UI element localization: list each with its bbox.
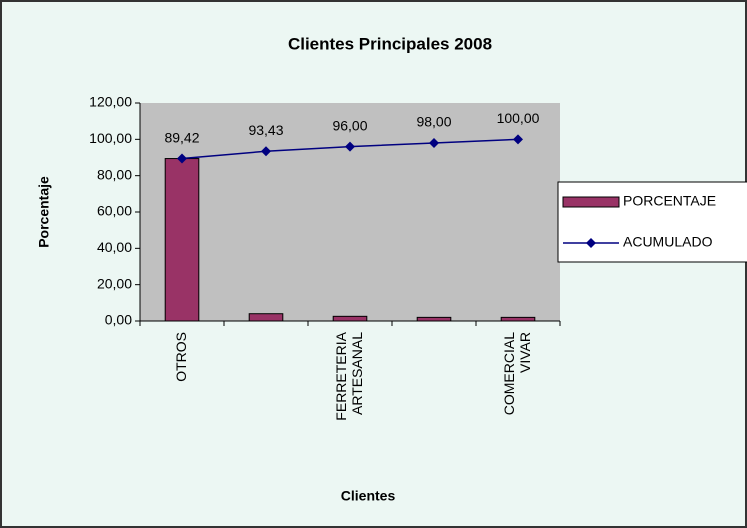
marker xyxy=(345,141,355,152)
marker xyxy=(261,146,271,157)
y-tick-label: 100,00 xyxy=(89,130,132,146)
x-tick-label: FERRETERIAARTESANAL xyxy=(333,331,365,420)
y-tick-label: 120,00 xyxy=(89,94,132,110)
marker xyxy=(429,137,439,148)
plot-area xyxy=(140,103,560,321)
y-tick-label: 20,00 xyxy=(97,275,132,291)
bar xyxy=(248,313,284,322)
chart-title: Clientes Principales 2008 xyxy=(288,34,492,53)
y-tick-label: 40,00 xyxy=(97,239,132,255)
bar xyxy=(164,158,200,322)
legend-label: PORCENTAJE xyxy=(623,193,716,209)
legend-label: ACUMULADO xyxy=(623,234,713,250)
y-tick-label: 60,00 xyxy=(97,203,132,219)
data-label: 98,00 xyxy=(416,114,451,130)
legend-marker xyxy=(586,238,596,248)
data-label: 100,00 xyxy=(497,110,540,126)
legend xyxy=(557,181,747,263)
bar xyxy=(416,316,452,322)
legend-swatch xyxy=(562,196,620,208)
x-tick-label: OTROS xyxy=(173,332,189,382)
x-tick-label: COMERCIALVIVAR xyxy=(501,332,533,415)
x-axis-title: Clientes xyxy=(341,488,396,504)
data-label: 89,42 xyxy=(164,129,199,145)
data-label: 96,00 xyxy=(332,117,367,133)
y-tick-label: 80,00 xyxy=(97,166,132,182)
data-label: 93,43 xyxy=(248,122,283,138)
marker xyxy=(177,153,187,164)
y-axis-title: Porcentaje xyxy=(36,176,52,248)
y-tick-label: 0,00 xyxy=(105,312,132,328)
bar xyxy=(500,316,536,322)
marker xyxy=(513,134,523,145)
bar xyxy=(332,315,368,322)
